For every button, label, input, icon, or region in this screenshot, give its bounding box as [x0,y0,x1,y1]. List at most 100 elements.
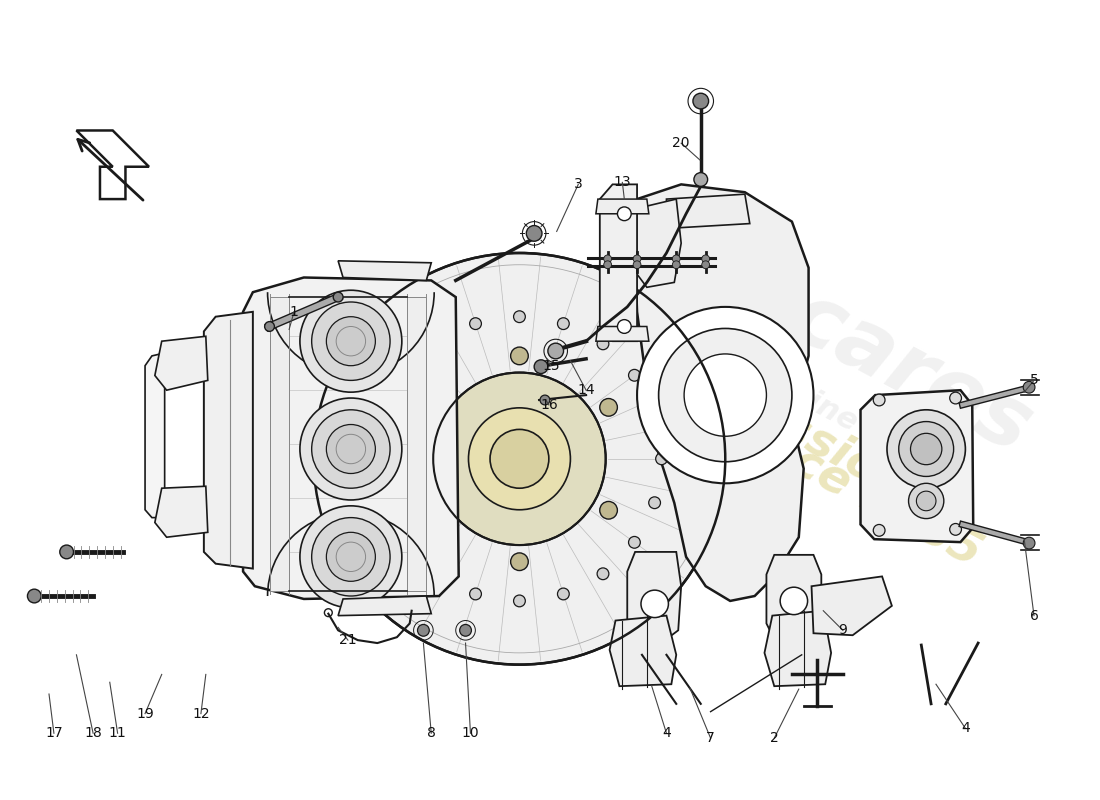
Circle shape [659,329,792,462]
Circle shape [558,318,569,330]
Text: 8: 8 [427,726,436,740]
Circle shape [558,588,569,600]
Circle shape [780,587,807,614]
Polygon shape [155,486,208,538]
Circle shape [604,255,612,262]
Polygon shape [609,616,676,686]
Circle shape [916,491,936,510]
Circle shape [535,360,548,374]
Polygon shape [204,312,253,569]
Circle shape [398,537,410,548]
Polygon shape [600,184,637,341]
Circle shape [887,410,966,488]
Circle shape [949,523,961,535]
Text: 7: 7 [706,731,715,745]
Text: since 1985: since 1985 [716,402,990,575]
Text: eurocares: eurocares [581,172,1046,471]
Circle shape [684,354,767,436]
Circle shape [693,94,708,109]
Polygon shape [632,199,681,287]
Circle shape [470,318,482,330]
Circle shape [300,290,402,392]
Circle shape [433,373,606,545]
Circle shape [649,409,660,421]
Text: 15: 15 [542,358,560,373]
Circle shape [430,338,442,350]
Circle shape [418,625,429,636]
Circle shape [311,518,390,596]
Circle shape [460,625,472,636]
Polygon shape [596,326,649,341]
Circle shape [628,370,640,381]
Text: 4: 4 [662,726,671,740]
Text: 2: 2 [770,731,779,745]
Polygon shape [860,390,974,542]
Polygon shape [338,596,431,616]
Circle shape [540,395,550,405]
Circle shape [873,525,886,536]
Text: 20: 20 [672,136,690,150]
Circle shape [1023,538,1035,549]
Polygon shape [155,336,208,390]
Text: 11: 11 [109,726,126,740]
Text: 3: 3 [574,178,583,191]
Polygon shape [767,555,822,643]
Circle shape [327,317,375,366]
Circle shape [430,568,442,580]
Text: 17: 17 [45,726,63,740]
Circle shape [421,398,439,416]
Circle shape [526,226,542,242]
Circle shape [327,425,375,474]
Circle shape [873,394,886,406]
Text: a passion: a passion [672,350,916,509]
Circle shape [597,338,609,350]
Circle shape [694,173,707,186]
Text: 14: 14 [578,383,595,397]
Circle shape [656,453,668,465]
Text: parts mine: parts mine [685,324,864,437]
Circle shape [333,292,343,302]
Circle shape [672,255,680,262]
Polygon shape [627,552,681,645]
Circle shape [59,545,74,558]
Text: 18: 18 [85,726,102,740]
Circle shape [649,497,660,509]
Polygon shape [667,194,750,229]
Circle shape [327,532,375,582]
Text: 4: 4 [961,722,970,735]
Circle shape [510,347,528,365]
Circle shape [617,207,631,221]
Polygon shape [764,610,832,686]
Circle shape [628,537,640,548]
Circle shape [311,410,390,488]
Polygon shape [338,261,431,281]
Circle shape [702,255,710,262]
Circle shape [514,595,526,606]
Circle shape [372,453,383,465]
Circle shape [378,497,390,509]
Text: 6: 6 [1030,609,1038,622]
Circle shape [637,307,814,483]
Circle shape [314,253,725,665]
Polygon shape [270,297,289,591]
Circle shape [617,320,631,334]
Circle shape [600,398,617,416]
Text: 9: 9 [838,623,847,638]
Circle shape [398,370,410,381]
Circle shape [899,422,954,477]
Polygon shape [145,353,165,518]
Polygon shape [407,297,427,591]
Text: 1: 1 [289,305,298,318]
Circle shape [634,255,641,262]
Text: 19: 19 [136,706,154,721]
Circle shape [311,302,390,380]
Text: 10: 10 [462,726,480,740]
Circle shape [597,568,609,580]
Circle shape [514,311,526,322]
Circle shape [510,553,528,570]
Circle shape [600,502,617,519]
Circle shape [469,408,571,510]
Circle shape [548,343,563,359]
Circle shape [378,409,390,421]
Polygon shape [596,199,649,214]
